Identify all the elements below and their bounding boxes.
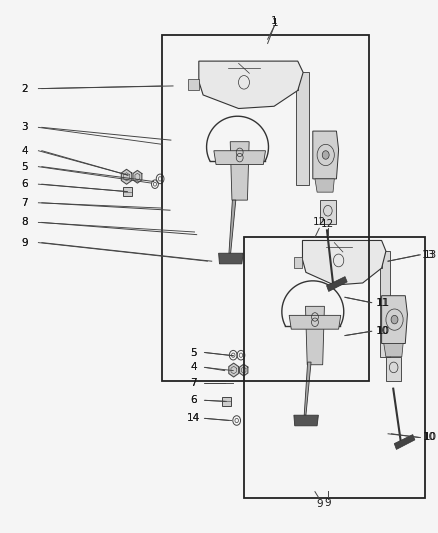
Text: 14: 14 [187, 414, 200, 423]
Text: 4: 4 [21, 146, 28, 156]
Text: 3: 3 [21, 123, 28, 132]
Text: 6: 6 [191, 395, 197, 405]
Text: 5: 5 [21, 161, 28, 172]
Text: 7: 7 [191, 378, 197, 389]
Text: 9: 9 [316, 499, 322, 510]
Polygon shape [230, 142, 249, 200]
Text: 8: 8 [21, 217, 28, 228]
Polygon shape [188, 79, 199, 91]
Polygon shape [381, 296, 407, 343]
Polygon shape [327, 277, 347, 292]
Text: 7: 7 [21, 198, 28, 208]
Text: 5: 5 [21, 161, 28, 172]
Text: 13: 13 [424, 250, 437, 260]
Polygon shape [229, 200, 236, 253]
Text: 10: 10 [424, 432, 437, 442]
Polygon shape [294, 415, 318, 426]
Polygon shape [315, 179, 334, 192]
Text: 10: 10 [377, 326, 390, 336]
Polygon shape [386, 357, 401, 381]
Polygon shape [384, 343, 403, 357]
Polygon shape [294, 257, 303, 268]
Text: 6: 6 [21, 179, 28, 189]
Bar [123, 187, 132, 196]
Text: 8: 8 [21, 217, 28, 228]
Polygon shape [240, 364, 248, 376]
Text: 14: 14 [187, 414, 200, 423]
Text: 1: 1 [271, 16, 277, 26]
Text: 11: 11 [377, 297, 390, 308]
Text: 9: 9 [325, 498, 331, 508]
Text: 1: 1 [272, 18, 279, 28]
Text: 11: 11 [376, 297, 389, 308]
Circle shape [391, 316, 398, 324]
Text: 13: 13 [422, 250, 435, 260]
Text: 6: 6 [191, 395, 197, 405]
Polygon shape [229, 363, 239, 377]
Text: 12: 12 [313, 217, 326, 228]
Text: 7: 7 [21, 198, 28, 208]
Text: 4: 4 [21, 146, 28, 156]
Bar [222, 397, 231, 406]
Polygon shape [303, 240, 386, 285]
Polygon shape [289, 316, 341, 329]
Polygon shape [394, 434, 415, 449]
Text: 5: 5 [191, 348, 197, 358]
Polygon shape [219, 253, 243, 264]
Polygon shape [296, 72, 308, 185]
Text: 4: 4 [191, 362, 197, 373]
Polygon shape [313, 131, 339, 179]
Text: 12: 12 [321, 219, 335, 229]
Polygon shape [199, 61, 303, 109]
Polygon shape [320, 200, 336, 224]
Polygon shape [305, 306, 325, 365]
Text: 6: 6 [21, 179, 28, 189]
Text: 9: 9 [21, 238, 28, 248]
Circle shape [322, 151, 329, 159]
Text: 2: 2 [21, 84, 28, 94]
Text: 2: 2 [21, 84, 28, 94]
Polygon shape [304, 362, 311, 415]
Text: 5: 5 [191, 348, 197, 358]
Text: 4: 4 [191, 362, 197, 373]
Text: 9: 9 [21, 238, 28, 248]
Text: 10: 10 [422, 432, 435, 442]
Text: 10: 10 [376, 326, 389, 336]
Bar [244, 237, 424, 497]
Bar [162, 36, 369, 381]
Text: 3: 3 [21, 123, 28, 132]
Polygon shape [214, 151, 265, 165]
Polygon shape [121, 169, 132, 184]
Text: 7: 7 [191, 378, 197, 389]
Polygon shape [380, 251, 390, 357]
Polygon shape [133, 171, 142, 183]
